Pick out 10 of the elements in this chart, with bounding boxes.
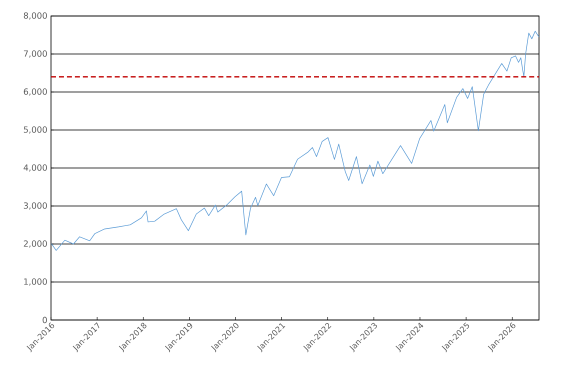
y-tick-label: 6,000	[24, 88, 47, 96]
y-tick-label: 7,000	[24, 50, 47, 58]
y-tick-label: 5,000	[24, 126, 47, 134]
y-tick-label: 1,000	[24, 278, 47, 286]
y-tick-label: 8,000	[24, 12, 47, 20]
y-tick-label: 3,000	[24, 202, 47, 210]
y-tick-label: 4,000	[24, 164, 47, 172]
y-tick-label: 2,000	[24, 240, 47, 248]
y-tick-label: 0	[42, 316, 47, 324]
line-series	[51, 30, 540, 251]
